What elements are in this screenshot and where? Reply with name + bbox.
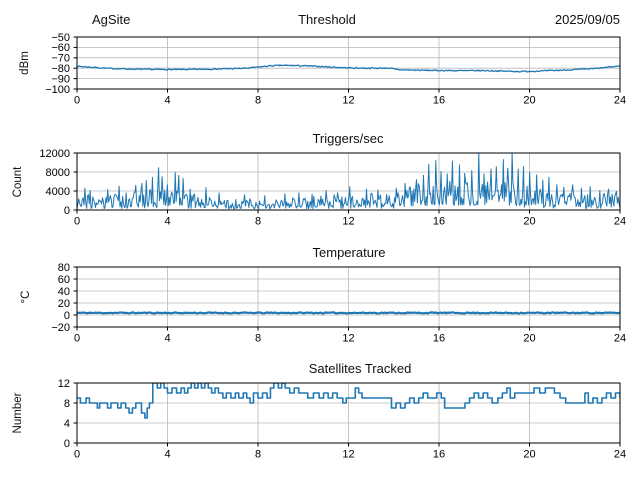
x-tick-label: 16 [433, 333, 445, 345]
y-tick-label: 0 [64, 438, 70, 450]
x-tick-label: 20 [523, 449, 535, 461]
ylabel-count: Count [12, 166, 24, 198]
y-tick-label: 0 [64, 205, 70, 217]
subplot-triggers: 0 4 8 12 16 20 24 0 4000 8000 12000 [39, 148, 626, 228]
x-tick-label: 12 [342, 449, 354, 461]
subplot-satellites: 0 4 8 12 16 20 24 0 4 8 12 [58, 378, 626, 461]
y-tick-label: 4 [64, 418, 70, 430]
x-tick-label: 4 [164, 333, 170, 345]
y-tick-label: 8000 [46, 167, 70, 179]
satellites-series-line [77, 383, 620, 419]
x-tick-label: 8 [255, 95, 261, 107]
x-tick-label: 24 [614, 95, 626, 107]
header-site-label: AgSite [92, 12, 131, 27]
triggers-series-line [77, 153, 620, 210]
y-tick-label: −60 [51, 42, 70, 54]
x-tick-label: 20 [523, 216, 535, 228]
y-tick-label: 0 [64, 310, 70, 322]
y-tick-label: 12000 [39, 148, 70, 160]
x-tick-label: 20 [523, 333, 535, 345]
chart-title-threshold: Threshold [298, 12, 356, 27]
x-tick-label: 12 [342, 216, 354, 228]
y-tick-label: −50 [51, 32, 70, 44]
x-tick-label: 4 [164, 95, 170, 107]
chart-title-satellites: Satellites Tracked [308, 361, 412, 376]
x-tick-label: 8 [255, 216, 261, 228]
x-tick-label: 8 [255, 449, 261, 461]
ylabel-dbm: dBm [19, 51, 31, 75]
ylabel-number: Number [12, 392, 24, 434]
ylabel-celsius: °C [20, 290, 32, 304]
x-tick-label: 16 [433, 95, 445, 107]
chart-title-triggers: Triggers/sec [312, 131, 384, 146]
y-tick-label: −100 [45, 84, 70, 96]
x-tick-label: 16 [433, 216, 445, 228]
y-tick-label: 8 [64, 398, 70, 410]
threshold-series-line [77, 64, 620, 73]
y-tick-label: 60 [58, 274, 70, 286]
chart-title-temperature: Temperature [312, 245, 386, 260]
x-tick-label: 0 [74, 216, 80, 228]
x-tick-label: 24 [614, 216, 626, 228]
x-tick-label: 0 [74, 95, 80, 107]
x-tick-label: 12 [342, 95, 354, 107]
temperature-series-line [77, 311, 620, 315]
x-tick-label: 24 [614, 449, 626, 461]
x-tick-label: 0 [74, 333, 80, 345]
x-tick-label: 8 [255, 333, 261, 345]
x-tick-label: 12 [342, 333, 354, 345]
x-tick-label: 16 [433, 449, 445, 461]
y-tick-label: 80 [58, 262, 70, 274]
x-tick-label: 4 [164, 449, 170, 461]
y-tick-label: −20 [51, 322, 70, 334]
y-tick-label: 40 [58, 286, 70, 298]
y-tick-label: 20 [58, 298, 70, 310]
header-date: 2025/09/05 [554, 12, 620, 27]
y-tick-label: −80 [51, 63, 70, 75]
x-tick-label: 0 [74, 449, 80, 461]
x-tick-label: 24 [614, 333, 626, 345]
x-tick-label: 4 [164, 216, 170, 228]
subplot-threshold: 0 4 8 12 16 20 24 −100−90−80−70−60−50 [45, 32, 626, 107]
y-tick-label: −70 [51, 53, 70, 65]
y-tick-label: 12 [58, 378, 70, 390]
x-tick-label: 20 [523, 95, 535, 107]
y-tick-label: 4000 [46, 186, 70, 198]
y-tick-label: −90 [51, 73, 70, 85]
